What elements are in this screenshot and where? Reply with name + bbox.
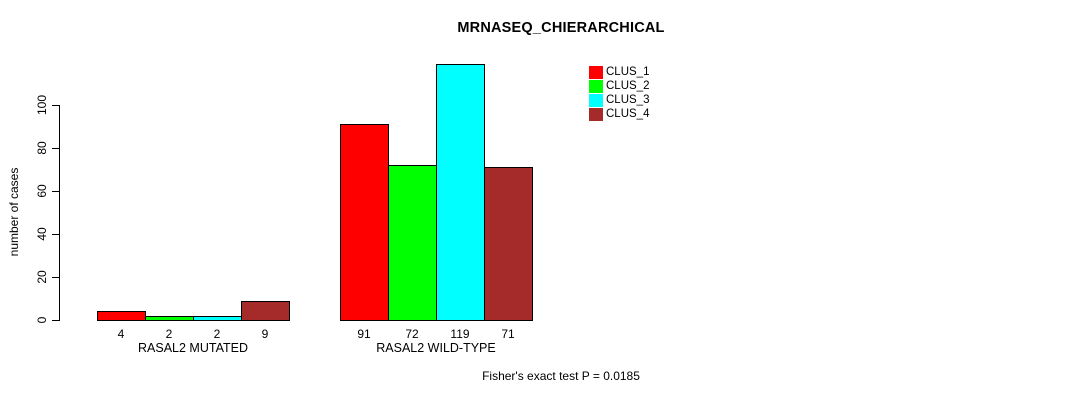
bar-value-label: 9	[261, 327, 269, 341]
legend-label: CLUS_1	[606, 66, 650, 78]
y-tick-label: 100	[35, 94, 49, 116]
y-tick	[52, 190, 59, 192]
legend-label: CLUS_3	[606, 94, 650, 106]
y-tick	[52, 276, 59, 278]
bar-clus_3-wildtype	[436, 64, 485, 321]
bar-value-label: 71	[501, 327, 515, 341]
legend-swatch-clus_1	[589, 66, 603, 79]
bar-clus_1-mutated	[97, 311, 146, 321]
category-label: RASAL2 MUTATED	[138, 341, 248, 355]
y-tick-label: 40	[35, 227, 49, 241]
y-tick-label: 20	[35, 270, 49, 284]
bar-value-label: 91	[357, 327, 371, 341]
bar-value-label: 2	[213, 327, 221, 341]
bar-clus_2-wildtype	[388, 165, 437, 321]
y-tick	[52, 147, 59, 149]
y-tick-label: 0	[35, 316, 49, 324]
y-tick	[52, 233, 59, 235]
y-tick-label: 80	[35, 141, 49, 155]
bar-value-label: 72	[405, 327, 419, 341]
y-axis-line	[59, 105, 60, 321]
y-tick	[52, 319, 59, 321]
bar-value-label: 119	[450, 327, 470, 341]
legend-swatch-clus_2	[589, 80, 603, 93]
legend-label: CLUS_2	[606, 80, 650, 92]
legend-swatch-clus_3	[589, 94, 603, 107]
legend-label: CLUS_4	[606, 108, 650, 120]
y-tick	[52, 104, 59, 106]
bar-value-label: 4	[117, 327, 125, 341]
bar-clus_4-wildtype	[484, 167, 533, 321]
bar-clus_2-mutated	[145, 316, 194, 321]
bar-clus_1-wildtype	[340, 124, 389, 321]
category-label: RASAL2 WILD-TYPE	[376, 341, 496, 355]
chart-title: MRNASEQ_CHIERARCHICAL	[457, 20, 665, 36]
bar-clus_4-mutated	[241, 301, 290, 321]
bar-clus_3-mutated	[193, 316, 242, 321]
y-tick-label: 60	[35, 184, 49, 198]
legend-swatch-clus_4	[589, 108, 603, 121]
bar-value-label: 2	[165, 327, 173, 341]
footnote-text: Fisher's exact test P = 0.0185	[482, 369, 640, 383]
